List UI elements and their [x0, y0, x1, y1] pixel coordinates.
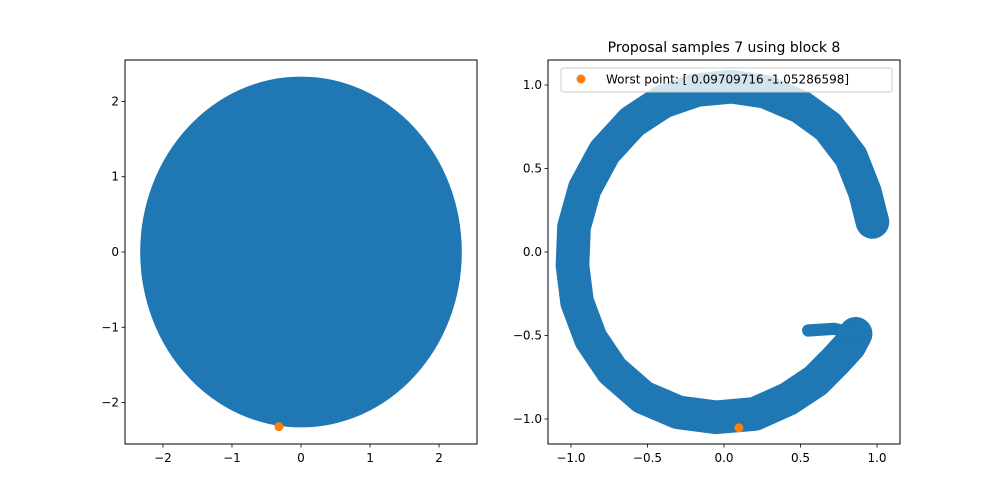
right-x-tick-label: −0.5	[633, 451, 662, 465]
right-x-tick-label: −1.0	[556, 451, 585, 465]
left-axes-data-layer	[140, 76, 462, 432]
right-worst-point	[734, 423, 744, 433]
right-axes-ticks: −1.0 −0.5 0.0 0.5 1.0 −1.0 −0.5 0.0 0.5 1.0	[513, 78, 887, 465]
right-y-tick-label: −1.0	[513, 412, 542, 426]
left-y-tick-label: 2	[111, 94, 119, 108]
left-y-tick-label: 0	[111, 245, 119, 259]
right-y-tick-label: −0.5	[513, 328, 542, 342]
left-axes-ticks: −2 −1 0 1 2 −2 −1 0 1 2	[101, 94, 443, 465]
right-axes-data-layer	[555, 69, 890, 435]
left-y-tick-label: −2	[101, 396, 119, 410]
right-samples-tail	[802, 322, 862, 340]
legend-box	[560, 67, 893, 93]
right-y-tick-label: 1.0	[523, 78, 542, 92]
left-x-tick-label: −2	[154, 451, 172, 465]
right-x-tick-label: 0.0	[714, 451, 733, 465]
right-y-tick-label: 0.5	[523, 162, 542, 176]
left-y-tick-label: 1	[111, 170, 119, 184]
right-x-tick-label: 0.5	[791, 451, 810, 465]
left-x-tick-label: 1	[366, 451, 374, 465]
right-x-tick-label: 1.0	[867, 451, 886, 465]
right-samples-ring	[555, 69, 890, 435]
left-y-tick-label: −1	[101, 320, 119, 334]
legend-marker	[576, 74, 586, 84]
left-x-tick-label: 2	[435, 451, 443, 465]
left-x-tick-label: −1	[223, 451, 241, 465]
left-axes: −2 −1 0 1 2 −2 −1 0 1 2	[101, 59, 478, 465]
legend: Worst point: [ 0.09709716 -1.05286598]	[560, 67, 893, 93]
left-x-tick-label: 0	[297, 451, 305, 465]
left-worst-point	[274, 422, 284, 432]
left-samples-disk	[140, 76, 462, 428]
legend-label: Worst point: [ 0.09709716 -1.05286598]	[606, 73, 849, 87]
right-axes: Proposal samples 7 using block 8 −1.0 −0.…	[513, 40, 901, 465]
right-axes-title: Proposal samples 7 using block 8	[608, 40, 841, 56]
right-y-tick-label: 0.0	[523, 245, 542, 259]
